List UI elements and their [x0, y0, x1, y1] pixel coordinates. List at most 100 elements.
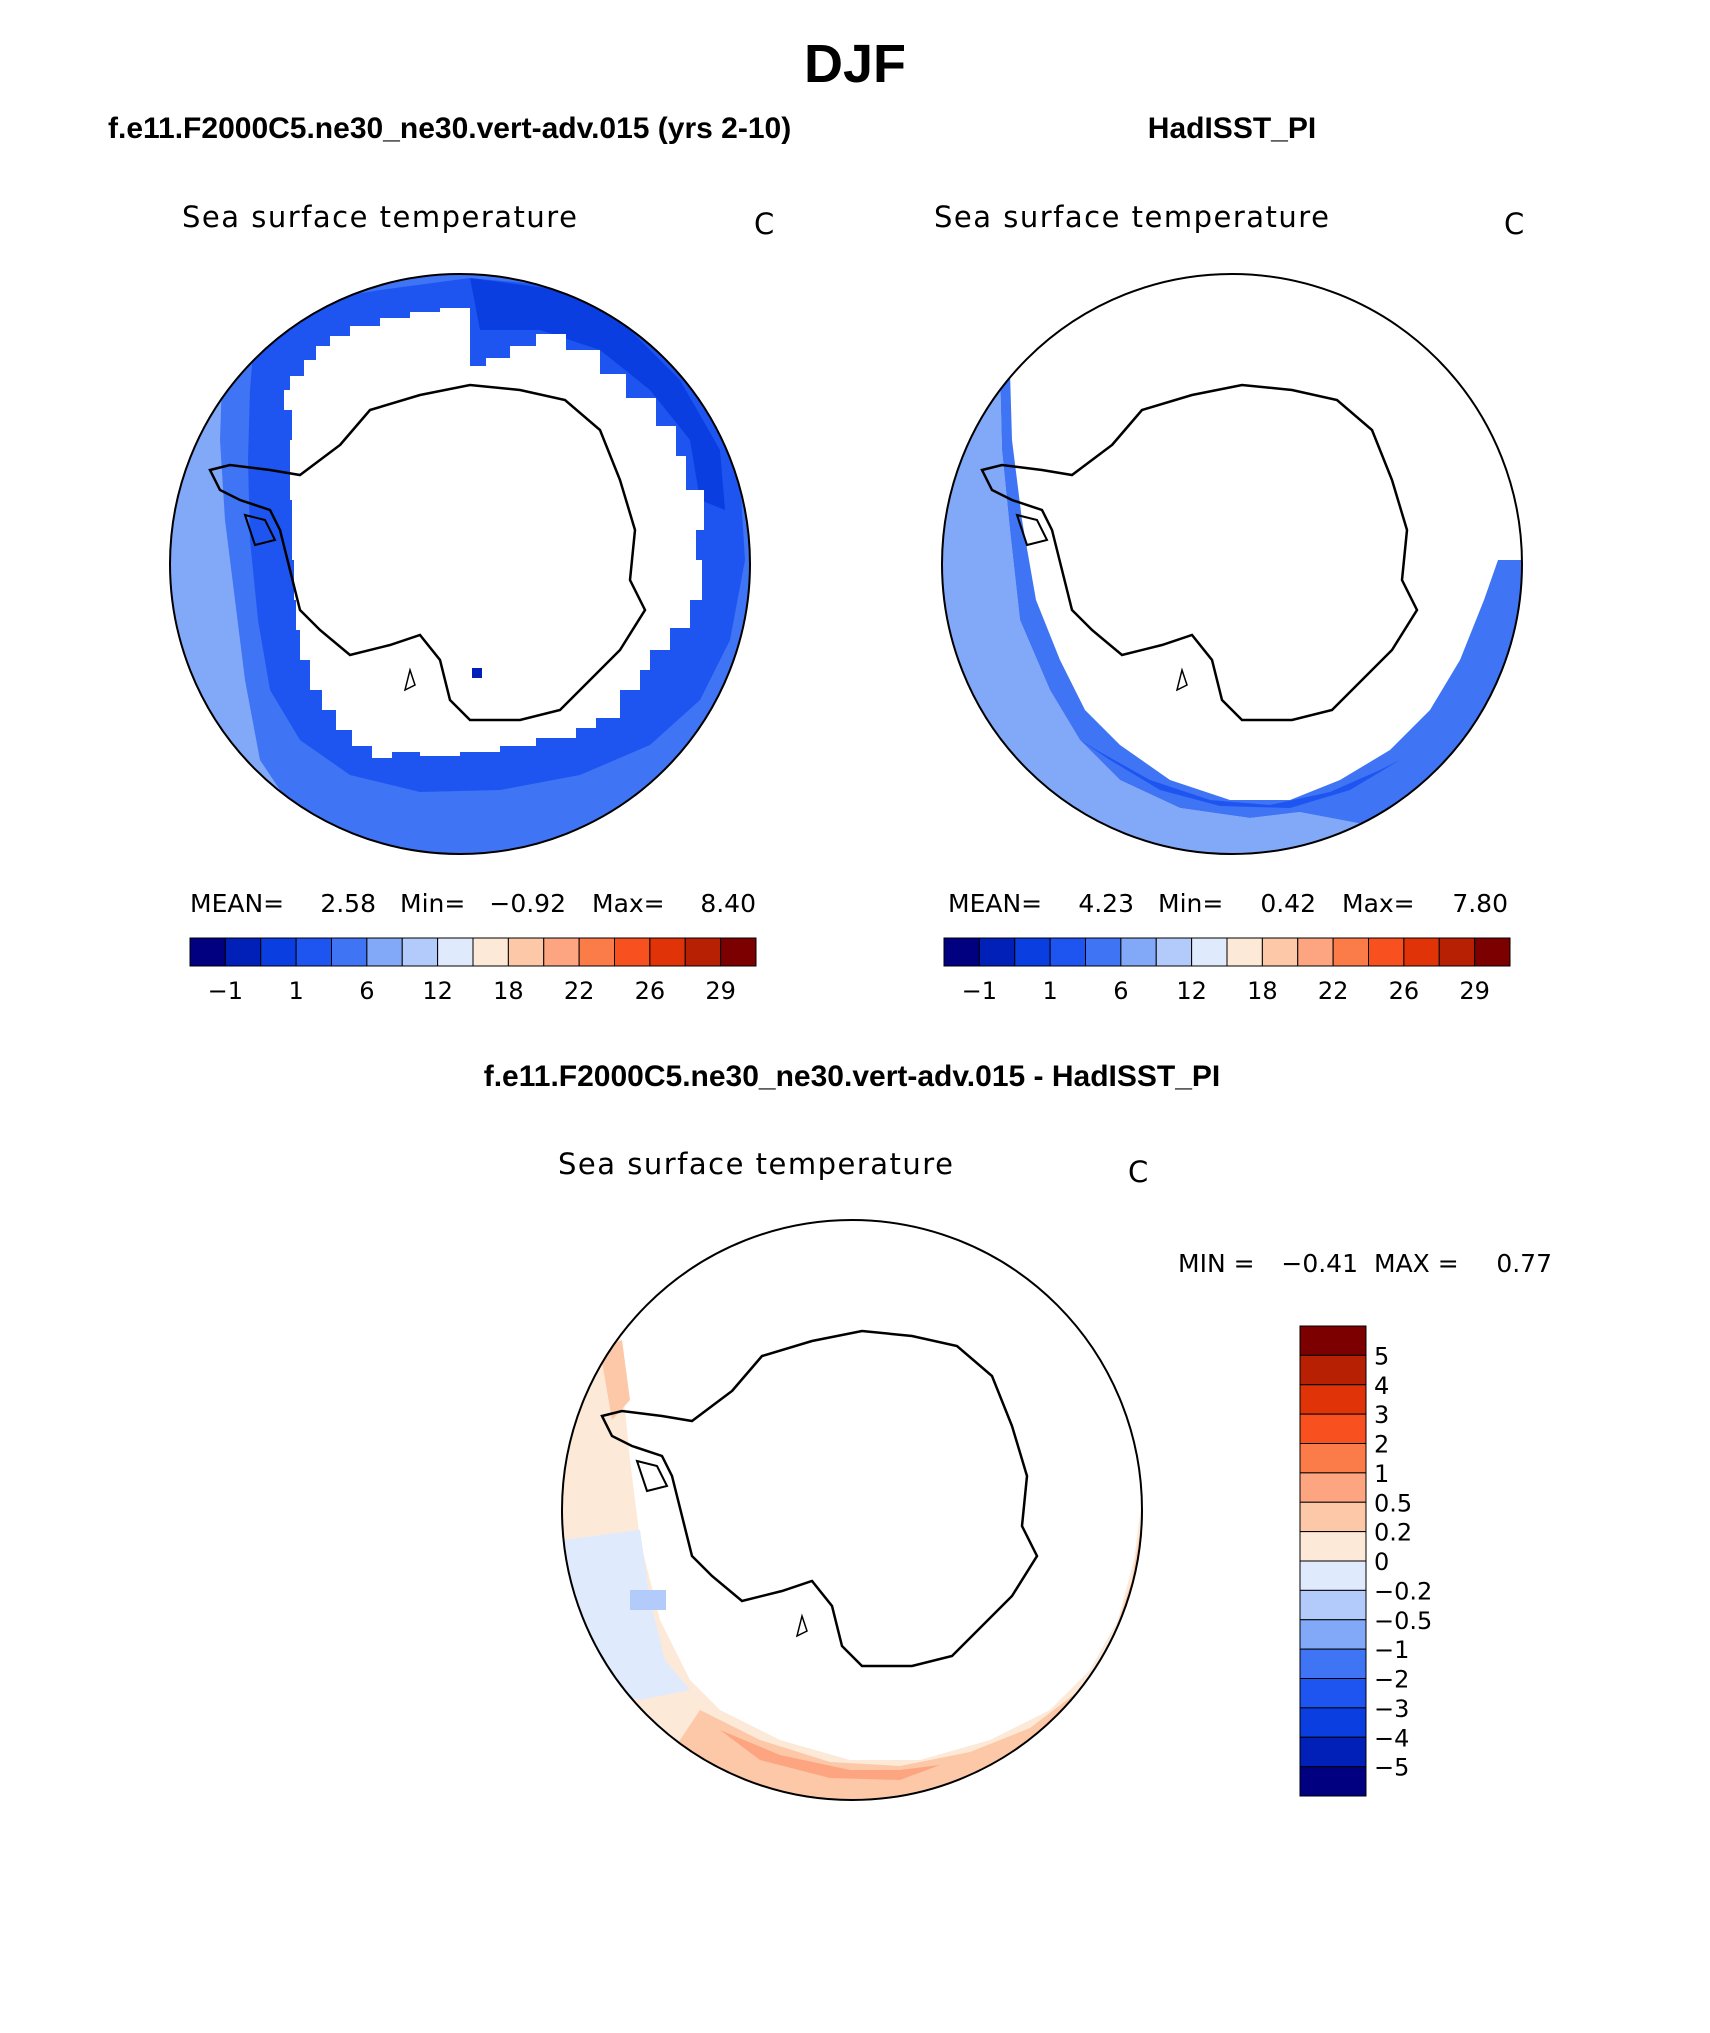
- diff-units-label: C: [1128, 1155, 1148, 1189]
- colorbar-tick-label: 6: [359, 977, 374, 1005]
- diff-colorbar-swatch: [1299, 1678, 1367, 1709]
- colorbar-swatch: [260, 937, 297, 967]
- model-panel: Sea surface temperature C MEAN= 2.58 Min…: [169, 200, 774, 1005]
- colorbar-swatch: [295, 937, 332, 967]
- obs-units-label: C: [1504, 207, 1524, 241]
- colorbar-swatch: [1226, 937, 1263, 967]
- model-variable-label: Sea surface temperature: [182, 200, 578, 234]
- diff-colorbar-swatch: [1299, 1648, 1367, 1679]
- colorbar-tick-label: 18: [493, 977, 524, 1005]
- diff-negative-spot: [630, 1590, 666, 1610]
- diff-max-value: 0.77: [1496, 1249, 1552, 1278]
- colorbar-tick-label: 12: [1176, 977, 1207, 1005]
- colorbar-tick-label: −1: [962, 977, 997, 1005]
- obs-stats: MEAN= 4.23 Min= 0.42 Max= 7.80: [948, 889, 1508, 918]
- diff-map-boundary: [561, 1219, 1143, 1801]
- colorbar-swatch: [614, 937, 651, 967]
- colorbar-tick-label: 1: [1042, 977, 1057, 1005]
- diff-colorbar-swatch: [1299, 1472, 1367, 1503]
- colorbar-swatch: [1368, 937, 1405, 967]
- diff-colorbar-tick-label: −2: [1374, 1666, 1409, 1694]
- model-min-value: −0.92: [489, 889, 566, 918]
- colorbar-tick-label: −1: [208, 977, 243, 1005]
- diff-min-value: −0.41: [1281, 1249, 1358, 1278]
- model-colorbar: −1 1 6 12 18 22 26 29: [189, 937, 757, 1005]
- diff-colorbar-tick-label: 4: [1374, 1372, 1389, 1400]
- colorbar-tick-label: 22: [1318, 977, 1349, 1005]
- colorbar-swatch: [507, 937, 545, 967]
- colorbar-swatch: [1403, 937, 1440, 967]
- colorbar-swatch: [1474, 937, 1511, 967]
- colorbar-swatch: [1191, 937, 1228, 967]
- colorbar-swatch: [1332, 937, 1369, 967]
- diff-max-label: MAX =: [1374, 1249, 1459, 1278]
- diff-min-label: MIN =: [1178, 1249, 1255, 1278]
- obs-min-label: Min=: [1158, 889, 1223, 918]
- diff-colorbar-swatch: [1299, 1443, 1367, 1474]
- model-mean-value: 2.58: [320, 889, 376, 918]
- colorbar-swatch: [1049, 937, 1086, 967]
- colorbar-swatch: [543, 937, 580, 967]
- colorbar-swatch: [1438, 937, 1476, 967]
- diff-colorbar-swatch: [1299, 1707, 1367, 1738]
- colorbar-swatch: [1155, 937, 1193, 967]
- colorbar-tick-label: 22: [564, 977, 595, 1005]
- colorbar-tick-label: 29: [1459, 977, 1490, 1005]
- colorbar-swatch: [1085, 937, 1122, 967]
- model-case-title: f.e11.F2000C5.ne30_ne30.vert-adv.015 (yr…: [108, 112, 791, 145]
- colorbar-swatch: [331, 937, 368, 967]
- model-sst-map: [170, 274, 750, 854]
- diff-colorbar-swatch: [1299, 1354, 1367, 1386]
- colorbar-swatch: [720, 937, 757, 967]
- model-max-label: Max=: [592, 889, 665, 918]
- season-title: DJF: [804, 34, 906, 94]
- diff-colorbar-tick-label: −4: [1374, 1724, 1409, 1752]
- obs-map-boundary: [941, 273, 1523, 855]
- colorbar-swatch: [684, 937, 722, 967]
- colorbar-tick-label: 26: [1389, 977, 1420, 1005]
- diff-colorbar-swatch: [1299, 1619, 1367, 1650]
- obs-mean-value: 4.23: [1078, 889, 1134, 918]
- model-max-value: 8.40: [700, 889, 756, 918]
- diff-colorbar-tick-label: −0.2: [1374, 1577, 1432, 1605]
- colorbar-swatch: [978, 937, 1016, 967]
- diff-colorbar-swatch: [1299, 1766, 1367, 1797]
- colorbar-swatch: [649, 937, 686, 967]
- colorbar-swatch: [189, 937, 226, 967]
- model-stats: MEAN= 2.58 Min= −0.92 Max= 8.40: [190, 889, 756, 918]
- colorbar-tick-label: 26: [635, 977, 666, 1005]
- diff-colorbar-tick-label: 2: [1374, 1431, 1389, 1459]
- colorbar-tick-label: 18: [1247, 977, 1278, 1005]
- obs-min-value: 0.42: [1260, 889, 1316, 918]
- colorbar-swatch: [1120, 937, 1157, 967]
- diff-colorbar-swatch: [1299, 1413, 1367, 1444]
- diff-colorbar-swatch: [1299, 1325, 1367, 1356]
- colorbar-swatch: [1261, 937, 1299, 967]
- colorbar-tick-label: 12: [422, 977, 453, 1005]
- obs-case-title: HadISST_PI: [1148, 112, 1316, 145]
- diff-colorbar-tick-label: 1: [1374, 1460, 1389, 1488]
- colorbar-swatch: [1014, 937, 1051, 967]
- diff-colorbar-swatch: [1299, 1384, 1367, 1415]
- colorbar-swatch: [472, 937, 509, 967]
- difference-title: f.e11.F2000C5.ne30_ne30.vert-adv.015 - H…: [484, 1060, 1221, 1093]
- colorbar-swatch: [366, 937, 403, 967]
- obs-sst-map: [942, 274, 1522, 854]
- diff-colorbar-tick-label: 0.5: [1374, 1489, 1412, 1517]
- diff-colorbar-tick-label: 3: [1374, 1401, 1389, 1429]
- diff-colorbar-tick-label: 0: [1374, 1548, 1389, 1576]
- diff-colorbar-tick-label: −5: [1374, 1754, 1409, 1782]
- colorbar-tick-label: 6: [1113, 977, 1128, 1005]
- colorbar-swatch: [578, 937, 615, 967]
- obs-panel: Sea surface temperature C MEAN= 4.23 Min…: [934, 200, 1524, 1005]
- model-map-boundary: [169, 273, 751, 855]
- diff-colorbar-tick-label: −0.5: [1374, 1607, 1432, 1635]
- colorbar-swatch: [224, 937, 262, 967]
- diff-colorbar-swatch: [1299, 1501, 1367, 1533]
- diff-colorbar-swatch: [1299, 1560, 1367, 1591]
- diff-colorbar-tick-label: −1: [1374, 1636, 1409, 1664]
- diff-sst-map: [562, 1220, 1142, 1800]
- obs-colorbar: −1 1 6 12 18 22 26 29: [943, 937, 1511, 1005]
